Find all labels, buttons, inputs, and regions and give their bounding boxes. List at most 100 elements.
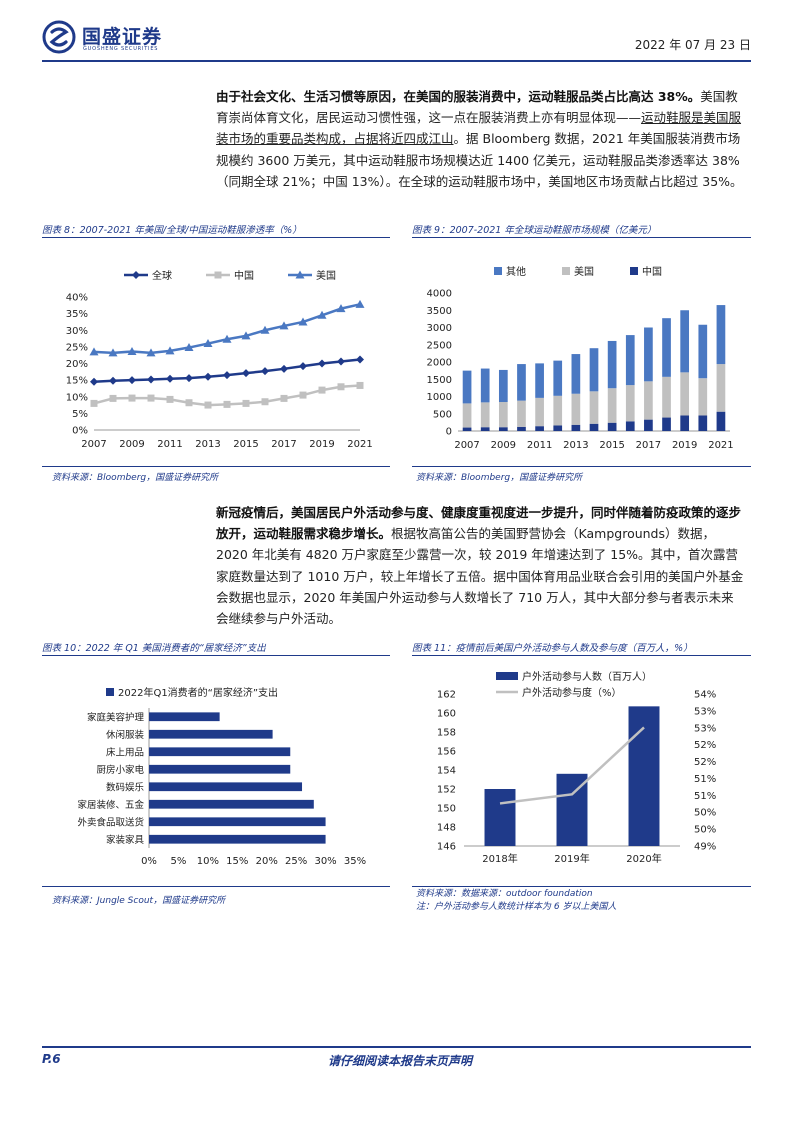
x-tick-label: 2011 [527,440,552,451]
bar-segment [462,427,472,431]
bar-segment [589,391,599,424]
legend-label-1: 中国 [234,269,254,282]
bar-segment [589,423,599,431]
data-point [261,398,269,406]
bar-segment [589,348,599,392]
y-tick-label: 3000 [427,323,452,334]
data-point [242,369,250,378]
legend-label-0: 全球 [152,269,172,282]
data-point [241,331,251,340]
data-point [90,399,98,407]
y-right-tick-label: 53% [694,723,716,734]
bar-segment [480,368,490,403]
data-point [223,371,231,380]
x-tick-label: 10% [197,856,219,867]
paragraph-2-body: 根据牧高笛公告的美国野营协会（Kampgrounds）数据，2020 年北美有 … [216,526,744,627]
bar-segment [535,397,544,427]
fig11-rule [412,655,751,656]
x-tick-label: 2009 [119,439,144,450]
category-label: 家居装修、五金 [77,799,144,811]
bar-segment [716,305,726,365]
y-tick-label: 35% [66,309,88,320]
fig8-rule [42,237,390,238]
x-tick-label: 2015 [599,440,624,451]
legend-label-0: 中国 [642,265,662,278]
bar-segment [535,426,544,431]
data-point [184,343,194,352]
footer-rule [42,1046,751,1048]
data-point [317,310,327,319]
bar-segment [644,327,653,382]
data-point [223,400,231,408]
bar-segment [716,411,726,431]
outdoor-participation-combo-chart: 146 148 150 152 154 156 158 160 162 49% 50% 50% 51% 5… [437,670,716,865]
bar-segment [517,364,526,401]
bar-segment [716,364,726,412]
legend-label-line: 户外活动参与度（%） [522,686,622,699]
y-tick-label: 40% [66,293,88,304]
legend-swatch [106,688,114,696]
x-tick-label: 2015 [233,439,258,450]
x-tick-label: 2017 [271,439,296,450]
x-tick-label: 2018年 [482,852,517,865]
data-point [166,395,174,403]
x-tick-label: 2013 [563,440,588,451]
bar-segment [698,378,708,416]
legend-swatch-bar [496,672,518,680]
y-right-tick-label: 54% [694,690,716,701]
category-label: 外卖食品取送货 [77,816,144,828]
bar-segment [571,354,581,394]
x-tick-label: 2013 [195,439,220,450]
y-right-tick-label: 49% [694,842,716,853]
legend-marker-0 [132,271,140,279]
category-label: 休闲服装 [106,729,145,741]
y-left-tick-label: 154 [437,766,456,777]
y-right-tick-label: 50% [694,808,716,819]
x-tick-label: 20% [256,856,278,867]
header-rule [42,60,751,62]
y-left-tick-label: 146 [437,842,456,853]
data-point [146,348,156,357]
report-date: 2022 年 07 月 23 日 [634,38,751,52]
legend-swatch-1 [562,267,570,275]
paragraph-1-body-a: 美国教育崇尚体育文化，居民运动习惯性强，这一点在服装消费上亦有明显体现—— [216,89,738,126]
y-right-tick-label: 53% [694,706,716,717]
bar [149,782,303,792]
y-right-tick-label: 52% [694,757,716,768]
logo-icon [42,20,76,54]
x-tick-label: 2009 [491,440,516,451]
fig10-rule [42,655,390,656]
x-tick-label: 2019 [672,440,697,451]
data-point [204,372,212,381]
x-tick-label: 2007 [454,440,479,451]
legend-label: 2022年Q1消费者的“居家经济”支出 [118,686,278,699]
paragraph-1-underline: 运动鞋服是美国服装市场的重要品类构成，占据将近四成江山 [216,110,742,147]
y-left-tick-label: 160 [437,709,456,720]
bar [149,817,326,827]
fig8-bottom-rule [42,466,390,467]
bar-segment [662,318,671,377]
y-left-tick-label: 162 [437,690,456,701]
fig9-title: 图表 9：2007-2021 年全球运动鞋服市场规模（亿美元） [412,225,657,236]
bar-segment [498,369,508,403]
bar-segment [462,403,472,428]
home-economy-horizontal-bar-chart: 2022年Q1消费者的“居家经济”支出家庭美容护理休闲服装床上用品厨房小家电数码… [77,686,366,867]
penetration-line-chart: 0% 5% 10% 15% 20% 25% 30% 35% 40% 2007 2009 2011 201… [66,269,373,450]
bar [149,764,291,774]
y-right-tick-label: 52% [694,740,716,751]
paragraph-1-lead: 由于社会文化、生活习惯等原因，在美国的服装消费中，运动鞋服品类占比高达 38%。 [216,89,701,104]
data-point [279,321,289,330]
data-point [242,399,250,407]
bar-segment [553,425,563,431]
footer-disclaimer: 请仔细阅读本报告末页声明 [327,1054,472,1068]
data-point [185,399,193,407]
data-point [147,375,155,384]
y-tick-label: 4000 [427,289,452,300]
bar-segment [517,400,526,427]
data-point [147,394,155,402]
bar-segment [535,363,544,398]
y-right-tick-label: 50% [694,825,716,836]
y-tick-label: 10% [66,392,88,403]
y-tick-label: 25% [66,342,88,353]
data-point [185,374,193,383]
